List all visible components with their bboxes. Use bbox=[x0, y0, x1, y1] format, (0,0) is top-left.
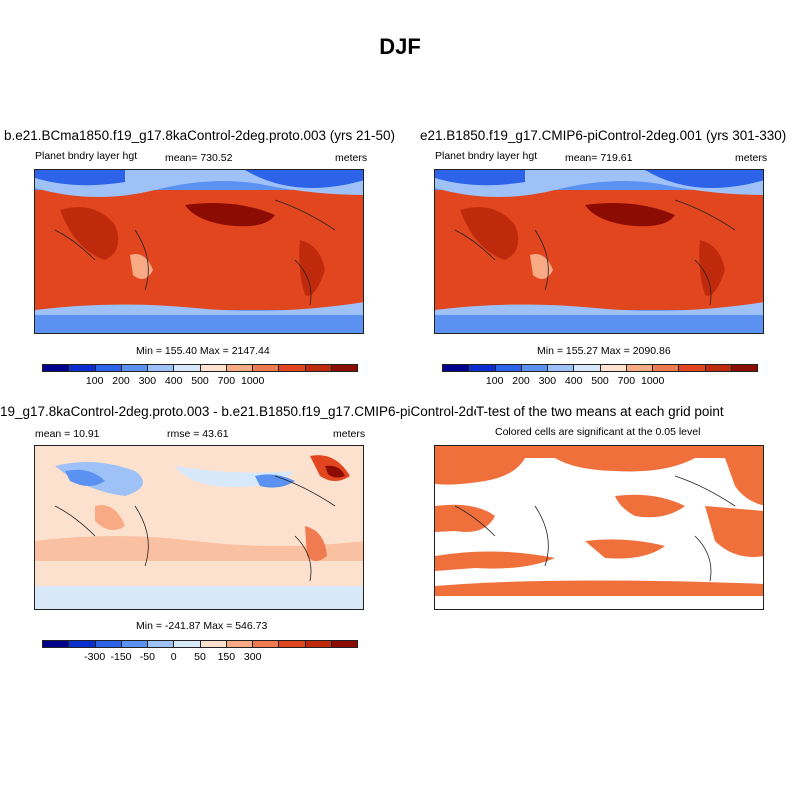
panel1-mean: mean= 730.52 bbox=[165, 152, 233, 164]
colorbar-swatch bbox=[521, 365, 548, 371]
colorbar-tick-label: 300 bbox=[243, 651, 262, 663]
panel1-colorbar-ticks: 100 200 300 400 500 700 1000 bbox=[42, 375, 358, 389]
colorbar-tick-label: 300 bbox=[538, 375, 557, 387]
colorbar-swatch bbox=[705, 365, 732, 371]
panel3-colorbar bbox=[42, 640, 358, 648]
colorbar-swatch bbox=[95, 365, 122, 371]
colorbar-tick-label: 400 bbox=[564, 375, 583, 387]
colorbar-tick-label: 0 bbox=[170, 651, 177, 663]
panel2-map bbox=[434, 169, 764, 334]
colorbar-swatch bbox=[305, 641, 332, 647]
panel2-colorbar bbox=[442, 364, 758, 372]
colorbar-swatch bbox=[253, 365, 280, 371]
panel3-map bbox=[34, 445, 364, 610]
colorbar-swatch bbox=[679, 365, 706, 371]
colorbar-swatch bbox=[279, 365, 306, 371]
colorbar-swatch bbox=[469, 365, 496, 371]
colorbar-tick-label: 700 bbox=[217, 375, 236, 387]
panel3-title: 19_g17.8kaControl-2deg.proto.003 - b.e21… bbox=[0, 404, 476, 419]
panel3-units: meters bbox=[333, 428, 366, 440]
panel2-units: meters bbox=[735, 152, 768, 164]
colorbar-swatch bbox=[121, 365, 148, 371]
colorbar-swatch bbox=[174, 365, 201, 371]
colorbar-swatch bbox=[200, 365, 227, 371]
panel4-subtitle: Colored cells are significant at the 0.0… bbox=[495, 426, 701, 438]
panel1-units: meters bbox=[335, 152, 368, 164]
panel2-colorbar-ticks: 100 200 300 400 500 700 1000 bbox=[442, 375, 758, 389]
colorbar-tick-label: -300 bbox=[84, 651, 106, 663]
colorbar-tick-label: 200 bbox=[112, 375, 130, 387]
colorbar-swatch bbox=[174, 641, 201, 647]
colorbar-swatch bbox=[653, 365, 680, 371]
colorbar-tick-label: 300 bbox=[138, 375, 157, 387]
colorbar-tick-label: 100 bbox=[485, 375, 504, 387]
colorbar-tick-label: 100 bbox=[85, 375, 104, 387]
colorbar-tick-label: 50 bbox=[194, 651, 206, 663]
colorbar-swatch bbox=[69, 365, 96, 371]
colorbar-swatch bbox=[43, 365, 70, 371]
panel1-colorbar bbox=[42, 364, 358, 372]
colorbar-swatch bbox=[626, 365, 653, 371]
panel4-map bbox=[434, 445, 764, 610]
colorbar-swatch bbox=[279, 641, 306, 647]
panel3-minmax: Min = -241.87 Max = 546.73 bbox=[136, 620, 268, 632]
colorbar-swatch bbox=[731, 365, 757, 371]
colorbar-swatch bbox=[226, 365, 253, 371]
colorbar-swatch bbox=[200, 641, 227, 647]
panel2-title: e21.B1850.f19_g17.CMIP6-piControl-2deg.0… bbox=[420, 128, 787, 143]
colorbar-tick-label: 1000 bbox=[640, 375, 665, 387]
colorbar-swatch bbox=[253, 641, 280, 647]
panel2-minmax: Min = 155.27 Max = 2090.86 bbox=[537, 345, 671, 357]
colorbar-swatch bbox=[574, 365, 601, 371]
colorbar-tick-label: 500 bbox=[591, 375, 609, 387]
colorbar-tick-label: 150 bbox=[217, 651, 236, 663]
colorbar-swatch bbox=[443, 365, 470, 371]
panel3-mean: mean = 10.91 bbox=[35, 428, 100, 440]
panel1-minmax: Min = 155.40 Max = 2147.44 bbox=[136, 345, 270, 357]
colorbar-swatch bbox=[331, 365, 357, 371]
colorbar-swatch bbox=[495, 365, 522, 371]
panel4-title: T-test of the two means at each grid poi… bbox=[476, 404, 724, 419]
panel3-rmse: rmse = 43.61 bbox=[167, 428, 229, 440]
panel2-mean: mean= 719.61 bbox=[565, 152, 633, 164]
colorbar-tick-label: 400 bbox=[164, 375, 183, 387]
colorbar-tick-label: 200 bbox=[512, 375, 530, 387]
colorbar-swatch bbox=[305, 365, 332, 371]
panel1-variable: Planet bndry layer hgt bbox=[35, 150, 138, 162]
figure-title: DJF bbox=[379, 34, 421, 59]
colorbar-swatch bbox=[548, 365, 575, 371]
panel1-map bbox=[34, 169, 364, 334]
colorbar-tick-label: 1000 bbox=[240, 375, 265, 387]
colorbar-swatch bbox=[43, 641, 70, 647]
colorbar-swatch bbox=[95, 641, 122, 647]
panel2-variable: Planet bndry layer hgt bbox=[435, 150, 538, 162]
panel1-title: b.e21.BCma1850.f19_g17.8kaControl-2deg.p… bbox=[4, 128, 395, 143]
colorbar-swatch bbox=[600, 365, 627, 371]
colorbar-tick-label: 700 bbox=[617, 375, 636, 387]
colorbar-tick-label: -50 bbox=[139, 651, 155, 663]
colorbar-tick-label: 500 bbox=[191, 375, 209, 387]
colorbar-swatch bbox=[148, 365, 175, 371]
colorbar-tick-label: -150 bbox=[110, 651, 132, 663]
colorbar-swatch bbox=[121, 641, 148, 647]
colorbar-swatch bbox=[148, 641, 175, 647]
colorbar-swatch bbox=[331, 641, 357, 647]
colorbar-swatch bbox=[226, 641, 253, 647]
panel3-colorbar-ticks: -300 -150 -50 0 50 150 300 bbox=[42, 651, 358, 665]
colorbar-swatch bbox=[69, 641, 96, 647]
